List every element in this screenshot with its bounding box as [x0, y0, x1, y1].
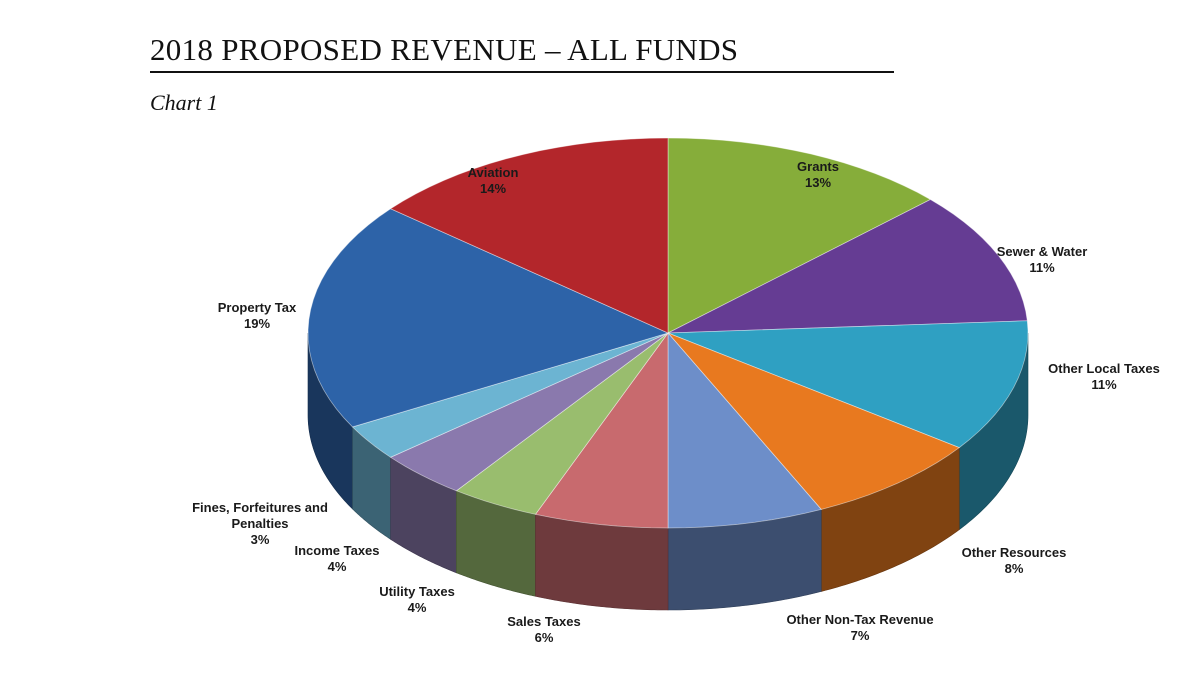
pie-slice [667, 320, 1029, 449]
slice-label: Other Local Taxes 11% [1048, 361, 1160, 392]
pie-slice [389, 137, 669, 334]
pie-slice [455, 332, 669, 515]
pie-labels: Grants 13% Sewer & Water 11% Other Local Tax… [192, 159, 1160, 645]
pie-slice [667, 331, 823, 529]
slice-label: Income Taxes 4% [294, 543, 379, 574]
pie-slice [534, 331, 669, 529]
pie-sides [307, 332, 1029, 611]
slice-label: Other Resources 8% [962, 545, 1067, 576]
slice-label: Sewer & Water 11% [997, 244, 1088, 275]
pie-slice [351, 332, 669, 458]
slice-label: Other Non-Tax Revenue 7% [786, 612, 933, 643]
slice-label: Sales Taxes 6% [507, 614, 580, 645]
page-title: 2018 PROPOSED REVENUE – ALL FUNDS [150, 32, 739, 67]
pie-slice [667, 199, 1028, 334]
slice-label: Aviation 14% [468, 165, 519, 196]
pie-slice [667, 332, 961, 510]
slice-label: Property Tax 19% [218, 300, 297, 331]
pie-slice-side [535, 513, 669, 611]
pie-slice [307, 208, 670, 428]
title-underline [150, 71, 894, 73]
pie-slice [667, 137, 932, 334]
pie-tops [307, 137, 1029, 529]
slice-label: Fines, Forfeitures and Penalties 3% [192, 500, 328, 547]
pie-slice [389, 332, 669, 492]
slice-label: Utility Taxes 4% [379, 584, 455, 615]
chart-subtitle: Chart 1 [150, 90, 218, 115]
slice-label: Grants 13% [797, 159, 839, 190]
